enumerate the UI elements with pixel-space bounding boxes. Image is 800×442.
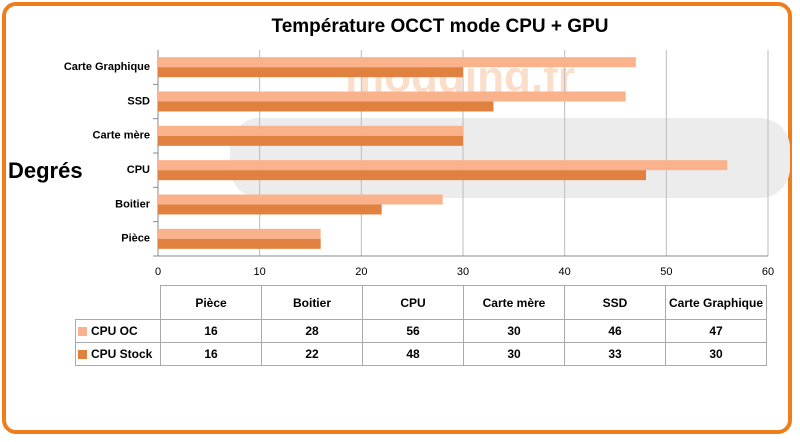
table-header: CPU: [362, 285, 464, 320]
table-value: 46: [564, 319, 666, 343]
table-value: 28: [261, 319, 363, 343]
y-tick-label: Carte mère: [93, 130, 150, 142]
legend-entry: CPU OC: [75, 319, 161, 343]
legend-label: CPU Stock: [91, 347, 153, 361]
legend-swatch: [78, 327, 87, 337]
legend-swatch: [78, 350, 87, 360]
bar: [158, 101, 494, 112]
bar: [158, 160, 728, 171]
table-row: CPU Stock 16 22 48 30 33 30: [75, 342, 767, 366]
table-value: 33: [564, 342, 666, 366]
y-tick-label: Carte Graphique: [64, 61, 150, 73]
x-tick-label: 60: [762, 266, 774, 278]
table-value: 56: [362, 319, 464, 343]
x-tick-label: 20: [355, 266, 367, 278]
y-tick-label: CPU: [127, 164, 150, 176]
bar: [158, 228, 321, 239]
corner: [76, 286, 161, 320]
bar: [158, 57, 636, 68]
x-tick-label: 40: [559, 266, 571, 278]
legend-entry: CPU Stock: [75, 342, 161, 366]
bar: [158, 238, 321, 249]
bar: [158, 204, 382, 215]
table-value: 30: [463, 342, 565, 366]
table-row: Pièce Boitier CPU Carte mère SSD Carte Graphi…: [76, 285, 767, 320]
bar: [158, 67, 463, 78]
legend-label: CPU OC: [91, 324, 138, 338]
x-tick-label: 30: [457, 266, 469, 278]
y-tick-label: Pièce: [121, 233, 150, 245]
table-value: 16: [160, 319, 262, 343]
table-header: Carte Graphique: [665, 285, 767, 320]
table-value: 48: [362, 342, 464, 366]
y-tick-label: Boitier: [115, 198, 151, 210]
table-row: CPU OC 16 28 56 30 46 47: [75, 319, 767, 343]
x-tick-label: 0: [155, 266, 161, 278]
x-tick-label: 10: [254, 266, 266, 278]
data-table: Pièce Boitier CPU Carte mère SSD Carte Graphi…: [75, 285, 767, 366]
bar: [158, 170, 646, 181]
bar: [158, 125, 463, 136]
table-value: 30: [665, 342, 767, 366]
table-value: 16: [160, 342, 262, 366]
table-value: 30: [463, 319, 565, 343]
y-tick-label: SSD: [127, 95, 150, 107]
y-axis-label: Degrés: [8, 158, 83, 183]
chart-title: Température OCCT mode CPU + GPU: [272, 16, 609, 37]
bar: [158, 91, 626, 102]
table-header: Pièce: [160, 285, 262, 320]
bar: [158, 194, 443, 205]
table-value: 22: [261, 342, 363, 366]
table-header: SSD: [564, 285, 666, 320]
x-tick-label: 50: [660, 266, 672, 278]
table-header: Carte mère: [463, 285, 565, 320]
bar: [158, 135, 463, 146]
table-header: Boitier: [261, 285, 363, 320]
table-value: 47: [665, 319, 767, 343]
